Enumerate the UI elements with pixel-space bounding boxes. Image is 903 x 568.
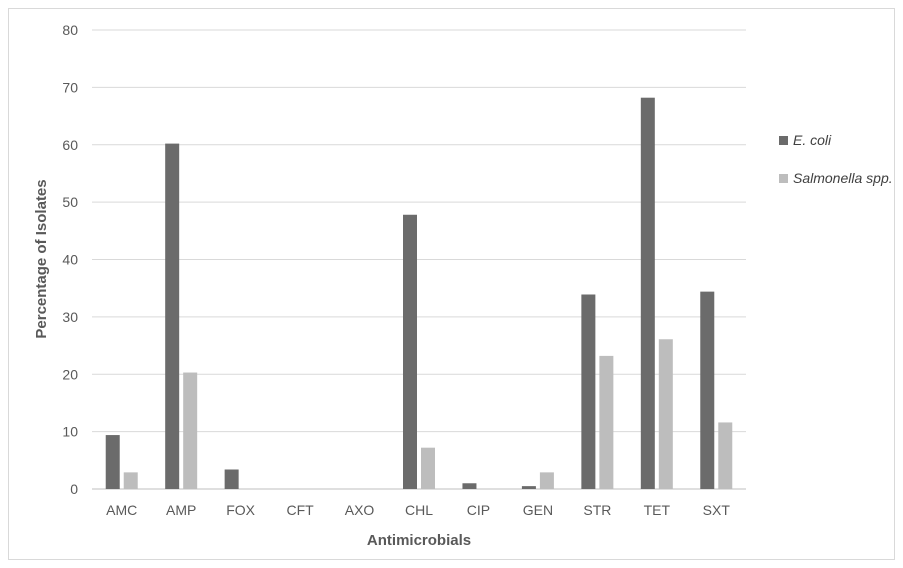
y-tick-label: 50 — [62, 194, 78, 210]
legend-label: E. coli — [793, 132, 832, 148]
y-tick-label: 60 — [62, 137, 78, 153]
y-tick-label: 40 — [62, 252, 78, 268]
x-tick-label: CFT — [286, 502, 314, 518]
x-tick-label: AMC — [106, 502, 137, 518]
bar-ecoli-amp — [165, 143, 180, 490]
bar-ecoli-str — [581, 294, 596, 489]
bar-ecoli-gen — [521, 486, 536, 489]
bar-ecoli-chl — [403, 214, 417, 489]
x-tick-label: FOX — [226, 502, 255, 518]
bar-salmonella-tet — [658, 339, 673, 489]
bar-ecoli-tet — [640, 97, 655, 489]
bar-salmonella-chl — [421, 447, 435, 489]
legend-swatch — [779, 136, 788, 145]
y-tick-label: 10 — [62, 424, 78, 440]
y-tick-label: 30 — [62, 309, 78, 325]
x-tick-label: STR — [583, 502, 611, 518]
x-tick-label: CIP — [467, 502, 490, 518]
y-axis-title: Percentage of Isolates — [33, 179, 50, 338]
legend-label: Salmonella spp. — [793, 170, 893, 186]
x-tick-label: AXO — [345, 502, 375, 518]
y-tick-label: 70 — [62, 79, 78, 95]
gridlines — [92, 29, 746, 490]
bar-salmonella-gen — [539, 472, 554, 489]
y-tick-label: 80 — [62, 22, 78, 38]
bar-ecoli-amc — [105, 435, 120, 489]
y-tick-label: 20 — [62, 366, 78, 382]
legend: E. coli Salmonella spp. — [779, 132, 893, 186]
x-tick-label: TET — [644, 502, 671, 518]
x-tick-label: GEN — [523, 502, 553, 518]
bar-ecoli-sxt — [700, 291, 715, 489]
bar-ecoli-cip — [462, 483, 477, 489]
x-tick-labels: AMC AMP FOX CFT AXO CHL CIP GEN STR TET SXT — [106, 502, 730, 518]
legend-swatch — [779, 174, 788, 183]
x-axis-title: Antimicrobials — [367, 532, 471, 549]
bars — [105, 97, 733, 490]
y-tick-label: 0 — [70, 481, 78, 497]
bar-salmonella-str — [599, 355, 614, 489]
x-tick-label: AMP — [166, 502, 196, 518]
bar-salmonella-amp — [183, 372, 198, 489]
x-tick-label: CHL — [405, 502, 433, 518]
bar-salmonella-amc — [123, 472, 138, 489]
chart-frame — [8, 8, 895, 560]
x-tick-label: SXT — [703, 502, 731, 518]
bar-ecoli-fox — [224, 469, 239, 489]
y-tick-labels: 0 10 20 30 40 50 60 70 80 — [62, 22, 78, 497]
bar-salmonella-sxt — [718, 422, 733, 489]
